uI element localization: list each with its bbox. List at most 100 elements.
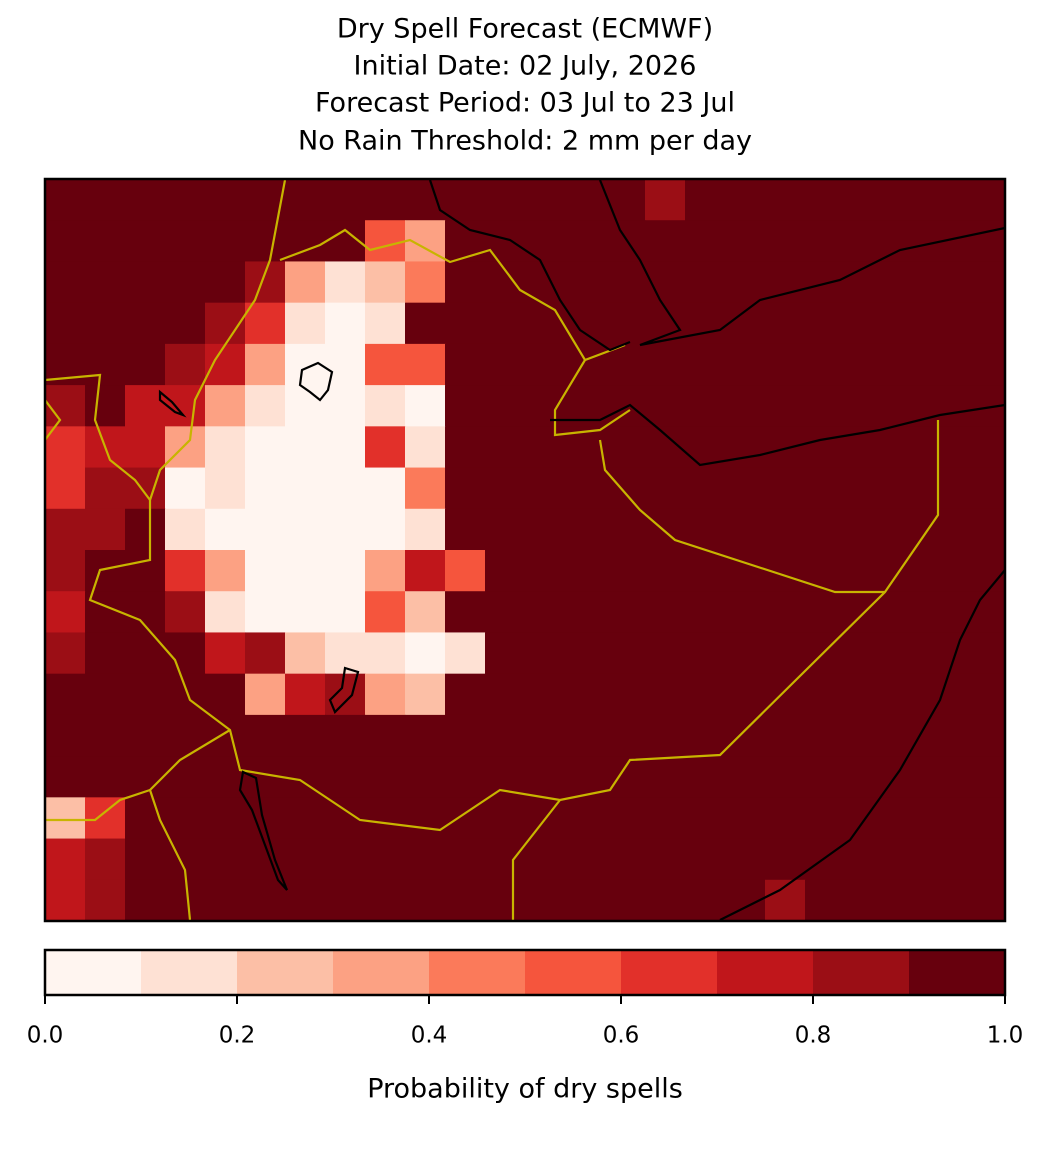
grid-cell xyxy=(645,714,686,757)
grid-cell xyxy=(285,385,326,427)
grid-cell xyxy=(405,591,446,634)
grid-cell xyxy=(365,879,406,921)
grid-cell xyxy=(765,467,806,510)
grid-cell xyxy=(45,673,86,716)
grid-cell xyxy=(165,261,206,304)
grid-cell xyxy=(405,261,446,304)
colorbar-frame xyxy=(43,948,1007,997)
grid-cell xyxy=(165,467,206,510)
grid-cell xyxy=(165,797,206,840)
grid-cell xyxy=(885,756,926,798)
grid-cell xyxy=(485,426,526,469)
grid-cell xyxy=(205,467,246,510)
grid-cell xyxy=(805,220,846,263)
grid-cell xyxy=(685,220,726,263)
grid-cell xyxy=(965,797,1005,840)
grid-cell xyxy=(285,467,326,510)
grid-cell xyxy=(925,426,966,469)
grid-cell xyxy=(765,302,806,345)
grid-cell xyxy=(125,426,166,469)
grid-cell xyxy=(765,426,806,469)
grid-cell xyxy=(805,879,846,921)
grid-cell xyxy=(805,673,846,716)
grid-cell xyxy=(405,426,446,469)
grid-cell xyxy=(365,343,406,386)
grid-cell xyxy=(885,426,926,469)
grid-cell xyxy=(685,179,726,221)
grid-cell xyxy=(565,879,606,921)
grid-cell xyxy=(205,261,246,304)
grid-cell xyxy=(885,179,926,221)
coastline xyxy=(550,403,1005,467)
grid-cell xyxy=(445,179,486,221)
grid-cell xyxy=(765,385,806,427)
grid-cell xyxy=(685,797,726,840)
grid-cell xyxy=(165,591,206,634)
colorbar-bin xyxy=(45,950,142,995)
colorbar-tick-label: 0.8 xyxy=(795,1023,832,1049)
grid-cell xyxy=(205,179,246,221)
grid-cell xyxy=(725,385,766,427)
grid-cell xyxy=(325,591,366,634)
grid-cell xyxy=(445,632,486,675)
grid-cell xyxy=(445,426,486,469)
grid-cell xyxy=(765,220,806,263)
grid-cell xyxy=(605,550,646,592)
colorbar-tick-label: 1.0 xyxy=(987,1023,1024,1049)
grid-cell xyxy=(885,467,926,510)
grid-cell xyxy=(165,879,206,921)
grid-cell xyxy=(285,673,326,716)
grid-cell xyxy=(925,879,966,921)
grid-cell xyxy=(85,797,126,840)
grid-cell xyxy=(85,467,126,510)
grid-cell xyxy=(365,838,406,881)
grid-cell xyxy=(445,550,486,592)
grid-cell xyxy=(645,797,686,840)
grid-cell xyxy=(885,343,926,386)
grid-cell xyxy=(845,302,886,345)
grid-cell xyxy=(925,714,966,757)
grid-cell xyxy=(845,673,886,716)
grid-cell xyxy=(245,673,286,716)
grid-cell xyxy=(685,467,726,510)
grid-cell xyxy=(485,591,526,634)
grid-cell xyxy=(805,343,846,386)
grid-cell xyxy=(125,508,166,551)
grid-cell xyxy=(725,714,766,757)
grid-cell xyxy=(325,467,366,510)
grid-cell xyxy=(965,550,1005,592)
grid-cell xyxy=(365,714,406,757)
lake xyxy=(238,770,289,891)
grid-cell xyxy=(845,508,886,551)
grid-cell xyxy=(365,179,406,221)
grid-cell xyxy=(85,261,126,304)
grid-cell xyxy=(125,302,166,345)
grid-cell xyxy=(45,838,86,881)
grid-cell xyxy=(165,714,206,757)
grid-cell xyxy=(645,632,686,675)
grid-cell xyxy=(445,879,486,921)
grid-cell xyxy=(525,550,566,592)
grid-cell xyxy=(565,467,606,510)
grid-cell xyxy=(885,220,926,263)
grid-cell xyxy=(565,838,606,881)
grid-cell xyxy=(925,591,966,634)
grid-cell xyxy=(125,261,166,304)
map-lines xyxy=(45,179,1005,921)
grid-cell xyxy=(925,302,966,345)
grid-cell xyxy=(725,756,766,798)
grid-cell xyxy=(845,632,886,675)
grid-cell xyxy=(525,302,566,345)
grid-cell xyxy=(685,714,726,757)
grid-cell xyxy=(85,879,126,921)
grid-cell xyxy=(645,591,686,634)
grid-cell xyxy=(565,261,606,304)
grid-cell xyxy=(405,179,446,221)
grid-cell xyxy=(325,550,366,592)
grid-cell xyxy=(845,838,886,881)
grid-cell xyxy=(885,508,926,551)
grid-cell xyxy=(525,673,566,716)
grid-cell xyxy=(525,632,566,675)
colorbar-bin xyxy=(525,950,622,995)
grid-cell xyxy=(525,838,566,881)
